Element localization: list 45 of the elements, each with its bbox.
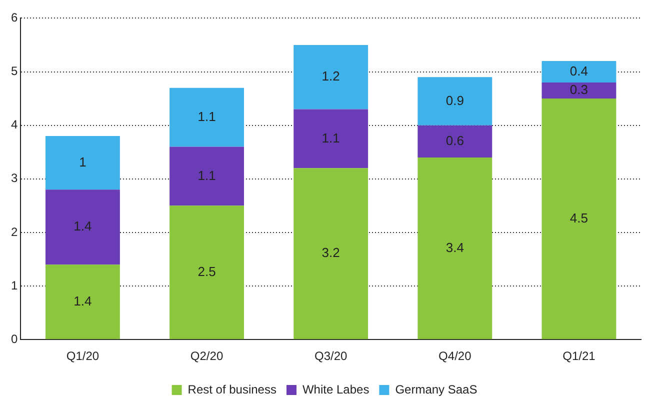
bar [45,136,120,190]
bar [542,98,616,340]
bar [45,264,120,340]
y-tick-label: 5 [10,64,18,78]
data-label: 1.4 [74,218,92,234]
bar [294,109,368,168]
bar [294,168,368,340]
data-label: 1.1 [198,108,216,124]
y-tick-label: 2 [10,224,18,239]
bar [45,190,120,265]
bar [418,77,492,126]
y-tick-label: 6 [10,10,18,25]
x-tick-label: Q2/20 [190,349,224,364]
bar [418,125,492,158]
data-label: 1.1 [198,168,216,183]
y-tick-label: 4 [10,118,18,132]
data-label: 4.5 [570,210,588,226]
data-label: 1.4 [74,293,92,308]
x-tick-label: Q4/20 [438,349,472,364]
bar [542,82,616,99]
data-label: 0.9 [446,92,464,108]
x-tick-label: Q1/20 [66,349,100,364]
x-tick-label: Q1/21 [562,349,596,364]
bar [170,146,244,206]
data-label: 1.1 [322,130,340,146]
data-label: 3.4 [446,240,464,255]
legend-label: White Labes [302,382,370,396]
legend-label: Rest of business [188,382,276,396]
bar [418,157,492,340]
y-tick-label: 3 [10,171,18,186]
data-label: 3.2 [322,245,340,260]
bar [294,44,368,110]
x-tick-label: Q3/20 [314,349,348,364]
data-label: 1.2 [322,68,340,84]
legend-label: Germany SaaS [395,382,478,396]
data-label: 0.6 [446,132,464,148]
bar [170,206,244,340]
data-label: 1 [79,154,86,170]
y-tick-label: 0 [10,332,18,346]
data-label: 0.3 [570,82,588,98]
data-label: 0.4 [570,63,588,78]
y-tick-label: 1 [10,278,18,292]
data-label: 2.5 [198,264,216,279]
bar [542,61,616,82]
bar [170,88,244,147]
